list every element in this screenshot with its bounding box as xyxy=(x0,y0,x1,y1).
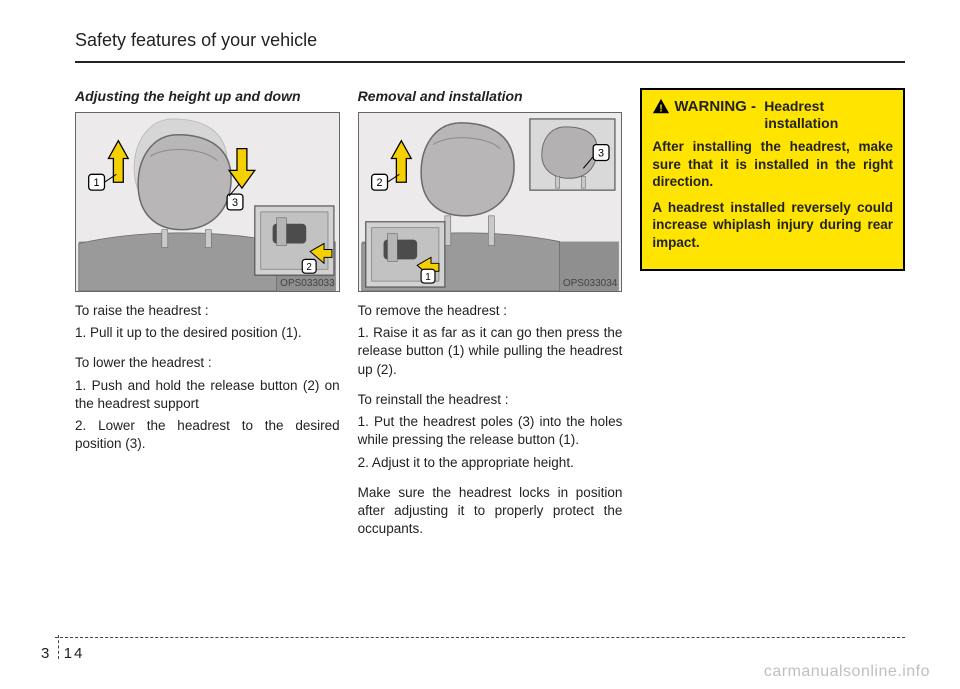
col1-heading: Adjusting the height up and down xyxy=(75,88,340,104)
page-number-value: 14 xyxy=(64,645,85,662)
col1-body: To raise the headrest : 1. Pull it up to… xyxy=(75,302,340,454)
footer-dashes xyxy=(55,637,905,638)
warning-subject-1: Headrest xyxy=(764,98,824,114)
warning-subject-2: installation xyxy=(764,115,838,131)
content-columns: Adjusting the height up and down xyxy=(75,88,905,550)
headrest-lock-note: Make sure the headrest locks in position… xyxy=(358,484,623,539)
svg-text:!: ! xyxy=(660,103,663,114)
column-3: ! WARNING - Headrest installation After … xyxy=(640,88,905,550)
warning-p1: After installing the headrest, make sure… xyxy=(652,138,893,191)
column-1: Adjusting the height up and down xyxy=(75,88,340,550)
watermark: carmanualsonline.info xyxy=(764,663,930,681)
figure-removal: 2 3 xyxy=(358,112,623,292)
svg-text:2: 2 xyxy=(306,262,312,273)
remove-intro: To remove the headrest : xyxy=(358,302,623,320)
lower-step-2: 2. Lower the headrest to the desired pos… xyxy=(75,417,340,453)
svg-text:2: 2 xyxy=(376,177,382,189)
reinstall-step-2: 2. Adjust it to the appropriate height. xyxy=(358,454,623,472)
svg-text:3: 3 xyxy=(232,197,238,209)
column-2: Removal and installation 2 xyxy=(358,88,623,550)
raise-step-1: 1. Pull it up to the desired position (1… xyxy=(75,324,340,342)
warning-p2: A headrest installed reversely could inc… xyxy=(652,199,893,252)
manual-page: Safety features of your vehicle Adjustin… xyxy=(0,0,960,689)
figure-code-2: OPS033034 xyxy=(563,278,618,289)
col2-body: To remove the headrest : 1. Raise it as … xyxy=(358,302,623,538)
svg-text:1: 1 xyxy=(94,177,100,189)
reinstall-step-1: 1. Put the headrest poles (3) into the h… xyxy=(358,413,623,449)
warning-icon: ! xyxy=(652,98,670,114)
figure-svg-2: 2 3 xyxy=(359,113,622,291)
svg-text:3: 3 xyxy=(598,148,604,160)
svg-text:1: 1 xyxy=(425,272,431,283)
reinstall-intro: To reinstall the headrest : xyxy=(358,391,623,409)
figure-svg: 1 3 xyxy=(76,113,339,291)
chapter-number: 3 xyxy=(41,645,51,662)
raise-intro: To raise the headrest : xyxy=(75,302,340,320)
warning-title: ! WARNING - Headrest installation xyxy=(652,98,893,132)
warning-label: WARNING - xyxy=(674,98,756,115)
lower-step-1: 1. Push and hold the release button (2) … xyxy=(75,377,340,413)
remove-step-1: 1. Raise it as far as it can go then pre… xyxy=(358,324,623,379)
figure-adjust-height: 1 3 xyxy=(75,112,340,292)
lower-intro: To lower the headrest : xyxy=(75,354,340,372)
warning-box: ! WARNING - Headrest installation After … xyxy=(640,88,905,271)
page-number: 3 14 xyxy=(41,645,84,662)
header-rule xyxy=(75,61,905,63)
col2-heading: Removal and installation xyxy=(358,88,623,104)
figure-code: OPS033033 xyxy=(280,278,335,289)
page-title: Safety features of your vehicle xyxy=(75,30,905,55)
